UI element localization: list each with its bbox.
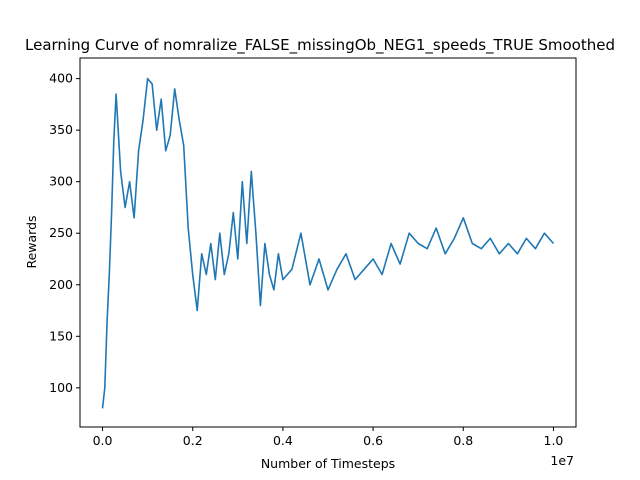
chart-title: Learning Curve of nomralize_FALSE_missin… [25, 36, 615, 55]
y-tick-label: 300 [49, 174, 73, 189]
y-axis-label: Rewards [24, 215, 39, 268]
y-tick-label: 100 [49, 380, 73, 395]
x-tick-label: 0.8 [453, 433, 473, 448]
y-tick-label: 350 [49, 122, 73, 137]
y-tick-label: 250 [49, 225, 73, 240]
y-tick-label: 200 [49, 277, 73, 292]
series-line-rewards [101, 77, 555, 409]
y-tick-label: 400 [49, 71, 73, 86]
x-tick-label: 0.0 [93, 433, 113, 448]
y-tick-label: 150 [49, 328, 73, 343]
x-tick-label: 0.4 [273, 433, 293, 448]
x-axis-offset-label: 1e7 [550, 453, 574, 468]
x-tick-label: 0.6 [363, 433, 383, 448]
x-tick-label: 1.0 [544, 433, 564, 448]
y-axis-ticks: 100 150 200 250 300 350 400 [49, 71, 80, 395]
plot-area-frame [79, 57, 577, 428]
x-axis-ticks: 0.0 0.2 0.4 0.6 0.8 1.0 [93, 427, 564, 448]
x-tick-label: 0.2 [183, 433, 203, 448]
x-axis-label: Number of Timesteps [261, 456, 395, 471]
